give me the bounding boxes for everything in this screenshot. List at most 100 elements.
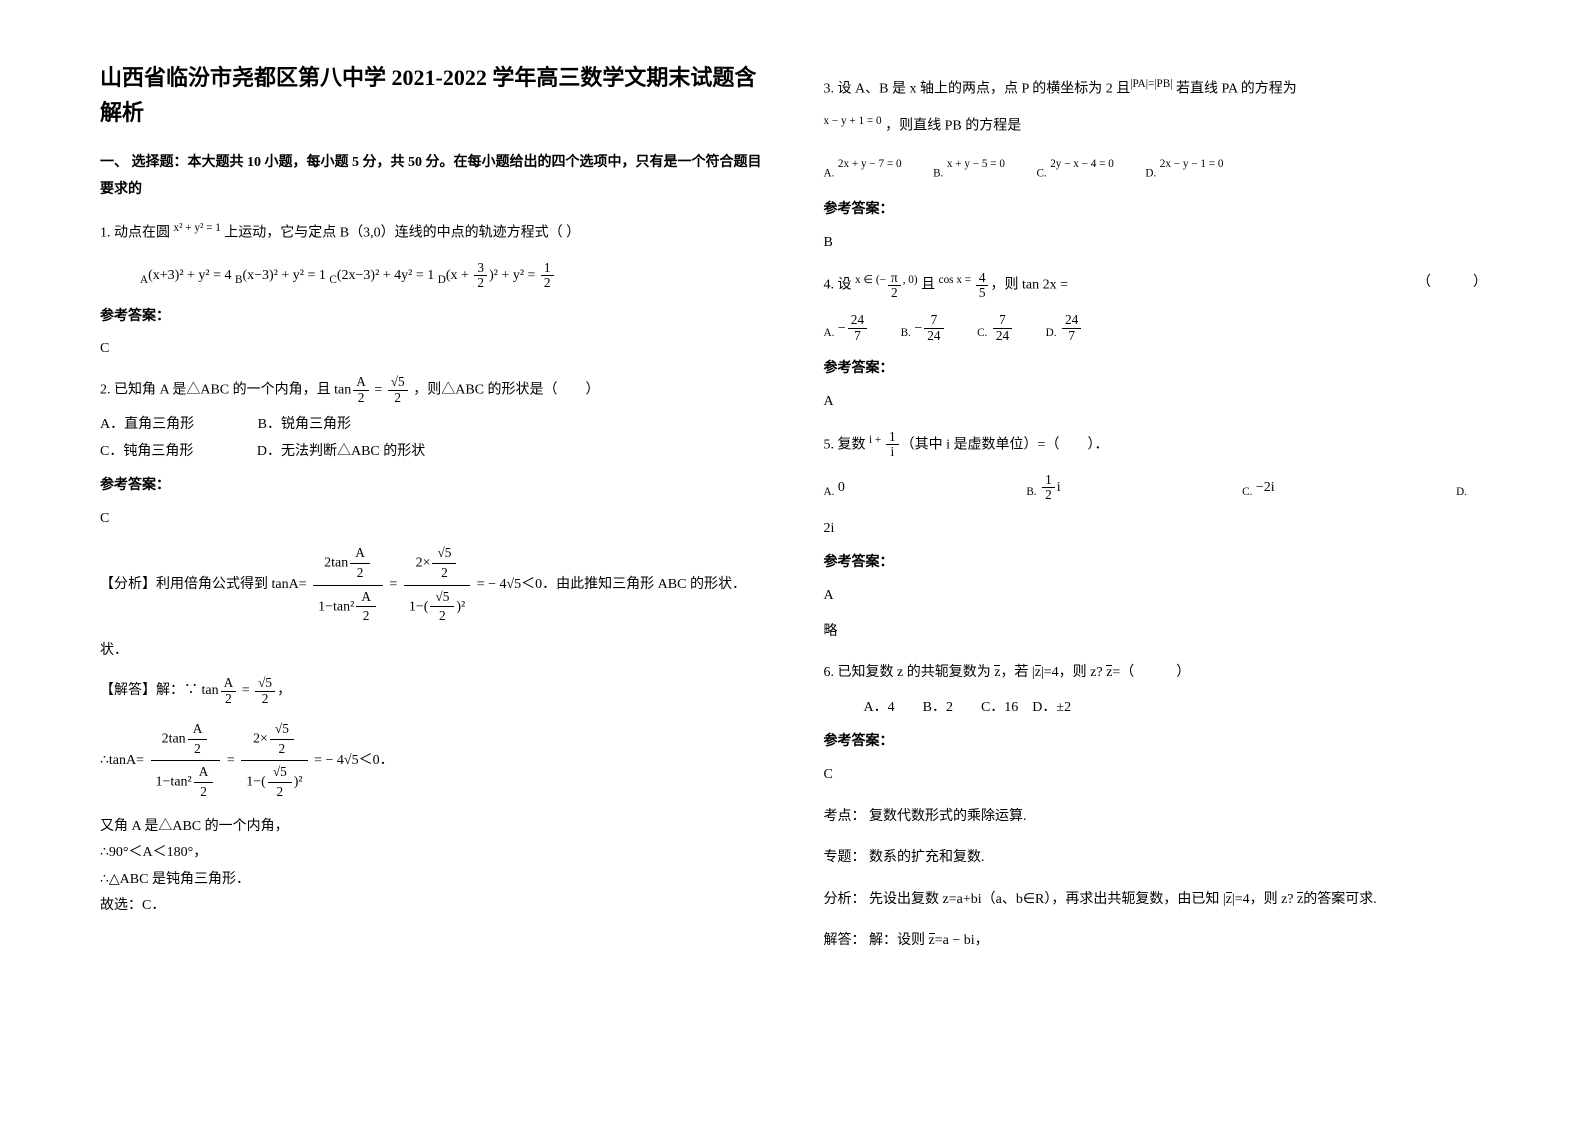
section1-heading: 一、 选择题：本大题共 10 小题，每小题 5 分，共 50 分。在每小题给出的… [100,150,764,203]
q2-big1: 2tanA2 1−tan²A2 [313,542,383,628]
frac-num: A [350,544,370,564]
q4-answer: A [824,389,1488,416]
q2-optA: A．直角三角形 [100,412,194,439]
q4-cond1a: x ∈ (− [855,274,886,286]
suffix: i [1057,480,1061,495]
q1-optD-mid: )² + y² = [489,268,539,283]
q2-answer-label: 参考答案： [100,473,764,500]
q2-stem-a: 2. 已知角 A 是△ABC 的一个内角，且 tan [100,382,351,397]
q3-answer-label: 参考答案： [824,197,1488,224]
q2-big1b: 2tanA2 1−tan²A2 [151,718,221,804]
text: 2× [253,731,268,746]
sign: − [838,321,846,336]
q2-eq: = [371,382,386,397]
frac-den: 1−tan²A2 [313,586,383,628]
q5-stem-a: 5. 复数 [824,437,870,452]
frac-den: 2 [270,740,294,759]
q5-optD: D. [1456,471,1467,506]
left-column: 山西省临汾市尧都区第八中学 2021-2022 学年高三数学文期末试题含解析 一… [100,60,764,1062]
val: −2i [1256,480,1275,495]
q4-frac1: π2 [888,271,901,301]
q1-stem-suffix: 上运动，它与定点 B（3,0）连线的中点的轨迹方程式（ ） [221,225,580,240]
q4-answer-label: 参考答案： [824,356,1488,383]
q6-analysis-a: 分析： 先设出复数 z=a+bi（a、b∈R），再求出共轭复数，由已知 | [824,892,1226,907]
q6-analysis: 分析： 先设出复数 z=a+bi（a、b∈R），再求出共轭复数，由已知 |z|=… [824,887,1488,914]
inner-frac: A2 [356,588,376,626]
frac-num: 2×√52 [241,718,307,761]
frac-den: 2 [1042,488,1055,503]
inner-frac: √52 [255,676,275,706]
q3-optB: B. x + y − 5 = 0 [933,151,1005,187]
frac-num: √5 [430,588,454,608]
frac: 724 [993,313,1012,343]
q4-stem-a: 4. 设 [824,278,856,293]
q2-eq2: = [389,577,400,592]
q4-frac2: 45 [976,271,989,301]
label: C. [977,326,987,338]
frac: 12 [1042,473,1055,503]
q4-optB: B. −724 [901,312,946,347]
frac-den: 2 [221,692,237,707]
q2-big2: 2×√52 1−(√52)² [404,542,470,628]
val: x + y − 5 = 0 [947,158,1005,170]
frac-den: 2 [353,391,369,406]
q1-optD-frac1: 32 [474,261,487,291]
label: C. [1242,486,1252,498]
q6-solve-a: 解答： 解：设则 [824,933,929,948]
q3-optD: D. 2x − y − 1 = 0 [1145,151,1223,187]
inner-frac: A2 [194,763,214,801]
q3-cond: |PA|=|PB| [1130,78,1172,90]
q6-analysis-b: |=4，则 z? [1232,892,1297,907]
label: A. [824,486,835,498]
frac-num: 3 [474,261,487,277]
text: )² [456,599,465,614]
text: 1−( [409,599,429,614]
label: A. [824,326,835,338]
frac-den: 2 [255,692,275,707]
q2-line2: ∴90°＜A＜180°， [100,840,764,867]
q2-solve-mid: ， [277,683,291,698]
q1-optD-label: D [438,274,446,286]
text: 1−tan² [318,599,354,614]
q2-fracV: √52 [388,375,408,405]
frac-den: 7 [1062,329,1081,344]
q2-solve: 【解答】解：∵ tanA2 = √52， [100,674,764,708]
q2-analysis-tail: = − 4√5＜0．由此推知三角形 ABC 的形状． [477,577,746,592]
q2-options-row2: C．钝角三角形 D．无法判断△ABC 的形状 [100,439,764,466]
label: B. [901,326,911,338]
q3-optA: A. 2x + y − 7 = 0 [824,151,902,187]
q2-tail2: = − 4√5＜0． [314,753,393,768]
q2-fracA: A2 [353,375,369,405]
q3-optC: C. 2y − x − 4 = 0 [1036,151,1113,187]
q2-big2b: 2×√52 1−(√52)² [241,718,307,804]
frac: 724 [924,313,943,343]
frac-num: 7 [924,313,943,329]
q5-optA: A. 0 [824,471,845,506]
q4-cond1b: , 0) [903,274,918,286]
val: 2y − x − 4 = 0 [1050,158,1114,170]
q1-optD-left: (x + [446,268,473,283]
q6-answer-label: 参考答案： [824,729,1488,756]
q6-stem-d: =（ ） [1112,665,1190,680]
inner-frac: √52 [432,544,456,582]
q2-optC: C．钝角三角形 [100,439,193,466]
frac-num: A [221,676,237,692]
question-2: 2. 已知角 A 是△ABC 的一个内角，且 tanA2 = √52 ，则△AB… [100,375,764,406]
frac-num: 24 [1062,313,1081,329]
frac-den: 2 [356,607,376,626]
q2-solve-label: 【解答】解：∵ [100,683,198,698]
q4-optA: A. −247 [824,312,870,347]
question-3: 3. 设 A、B 是 x 轴上的两点，点 P 的横坐标为 2 且|PA|=|PB… [824,72,1488,105]
frac-num: 7 [993,313,1012,329]
val: 2x − y − 1 = 0 [1160,158,1224,170]
q2-solve-a: tan [202,683,219,698]
frac-num: 24 [848,313,867,329]
text: 2× [416,556,431,571]
q4-cond2a: cos x = [939,274,974,286]
val: 0 [838,480,845,495]
frac-num: √5 [268,763,292,783]
label: D. [1145,167,1156,179]
frac: 247 [1062,313,1081,343]
q2-therefore: ∴tanA= 2tanA2 1−tan²A2 = 2×√52 1−(√52)² … [100,718,764,804]
frac-den: 2 [541,276,554,291]
